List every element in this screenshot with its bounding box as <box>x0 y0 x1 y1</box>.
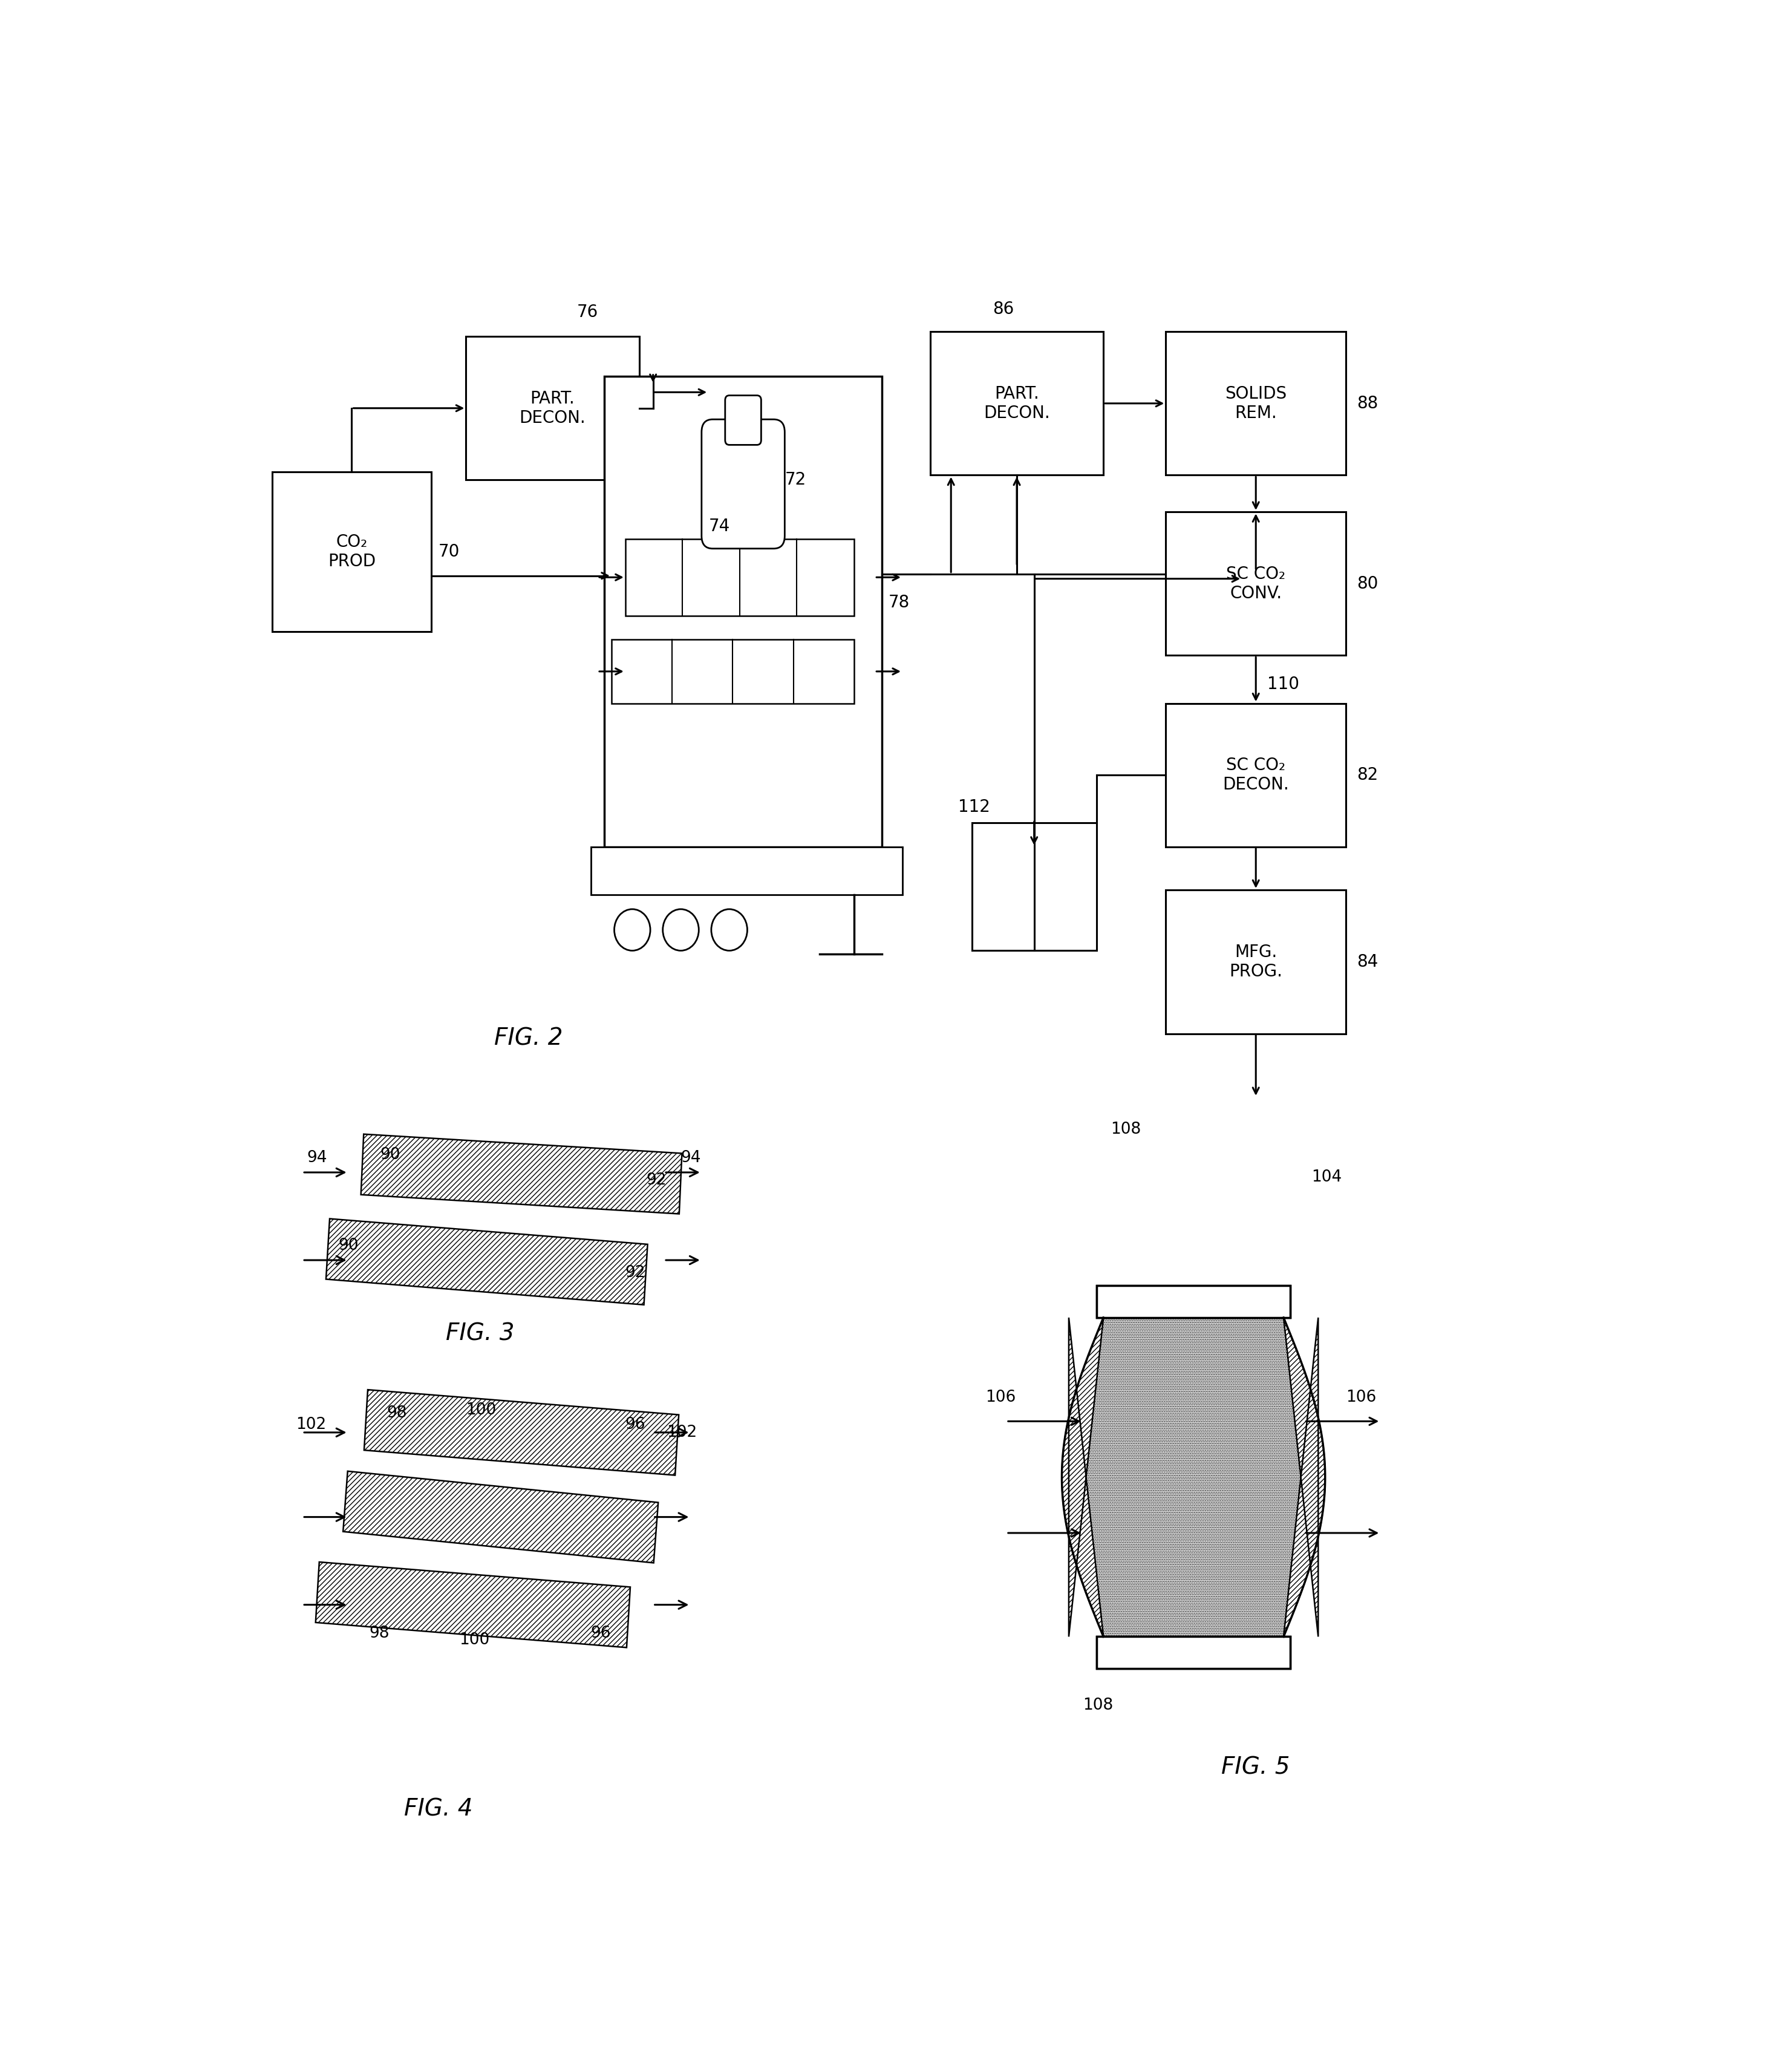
Bar <box>272 472 431 632</box>
Bar <box>626 539 855 615</box>
Bar <box>1166 332 1346 474</box>
Bar <box>343 1471 658 1562</box>
Bar <box>467 336 640 481</box>
Text: 90: 90 <box>381 1148 401 1162</box>
Text: SC CO₂
DECON.: SC CO₂ DECON. <box>1223 756 1289 794</box>
Text: 92: 92 <box>645 1173 667 1187</box>
Bar <box>365 1390 679 1475</box>
Bar <box>604 377 881 847</box>
Bar <box>361 1133 681 1214</box>
FancyBboxPatch shape <box>726 396 762 445</box>
Text: CO₂
PROD: CO₂ PROD <box>327 533 375 570</box>
Bar <box>1096 1285 1291 1318</box>
Text: FIG. 2: FIG. 2 <box>493 1028 563 1051</box>
Text: 80: 80 <box>1357 576 1379 593</box>
Bar <box>1096 1637 1291 1668</box>
Text: SOLIDS
REM.: SOLIDS REM. <box>1225 385 1287 423</box>
Text: SC CO₂
CONV.: SC CO₂ CONV. <box>1227 566 1286 603</box>
Text: 90: 90 <box>338 1237 359 1254</box>
Text: 74: 74 <box>708 518 730 535</box>
Text: 108: 108 <box>1084 1697 1112 1714</box>
Text: 92: 92 <box>626 1266 645 1280</box>
Bar <box>325 1218 647 1305</box>
Text: 100: 100 <box>460 1633 490 1647</box>
Text: 84: 84 <box>1357 953 1379 970</box>
Text: 86: 86 <box>992 300 1014 317</box>
Text: 94: 94 <box>681 1150 701 1167</box>
Circle shape <box>663 910 699 951</box>
Polygon shape <box>1062 1318 1103 1637</box>
Text: 112: 112 <box>958 798 991 816</box>
Polygon shape <box>1062 1318 1325 1637</box>
Circle shape <box>615 910 651 951</box>
Bar <box>1166 512 1346 655</box>
Bar <box>973 823 1096 951</box>
Text: 76: 76 <box>578 305 599 321</box>
FancyBboxPatch shape <box>701 419 785 549</box>
Bar <box>315 1562 631 1647</box>
Text: 106: 106 <box>985 1390 1016 1405</box>
Text: 102: 102 <box>667 1426 697 1440</box>
Text: 82: 82 <box>1357 767 1379 783</box>
Text: 96: 96 <box>590 1627 611 1641</box>
Text: 70: 70 <box>438 543 460 559</box>
Text: FIG. 5: FIG. 5 <box>1221 1755 1291 1780</box>
Text: 96: 96 <box>626 1417 645 1432</box>
Text: FIG. 4: FIG. 4 <box>404 1798 472 1821</box>
Bar <box>590 847 903 895</box>
Text: PART.
DECON.: PART. DECON. <box>983 385 1050 423</box>
Bar <box>1166 891 1346 1034</box>
Text: FIG. 3: FIG. 3 <box>445 1322 515 1345</box>
Text: 102: 102 <box>295 1417 325 1432</box>
Text: 94: 94 <box>308 1150 327 1167</box>
Text: 78: 78 <box>889 595 910 611</box>
Text: MFG.
PROG.: MFG. PROG. <box>1228 943 1282 980</box>
Bar <box>930 332 1103 474</box>
Polygon shape <box>1284 1318 1325 1637</box>
Text: 108: 108 <box>1110 1121 1141 1138</box>
Text: 88: 88 <box>1357 396 1379 412</box>
Bar <box>1096 1637 1291 1668</box>
Text: 104: 104 <box>1311 1169 1341 1185</box>
Text: 100: 100 <box>467 1403 497 1417</box>
Text: 98: 98 <box>386 1405 408 1421</box>
Circle shape <box>712 910 747 951</box>
Text: PART.
DECON.: PART. DECON. <box>519 390 586 427</box>
Text: 72: 72 <box>785 472 806 489</box>
Bar <box>1166 702 1346 847</box>
Text: 110: 110 <box>1268 675 1300 692</box>
Text: 106: 106 <box>1346 1390 1377 1405</box>
Text: 98: 98 <box>368 1627 390 1641</box>
Bar <box>611 640 855 702</box>
Bar <box>1096 1285 1291 1318</box>
